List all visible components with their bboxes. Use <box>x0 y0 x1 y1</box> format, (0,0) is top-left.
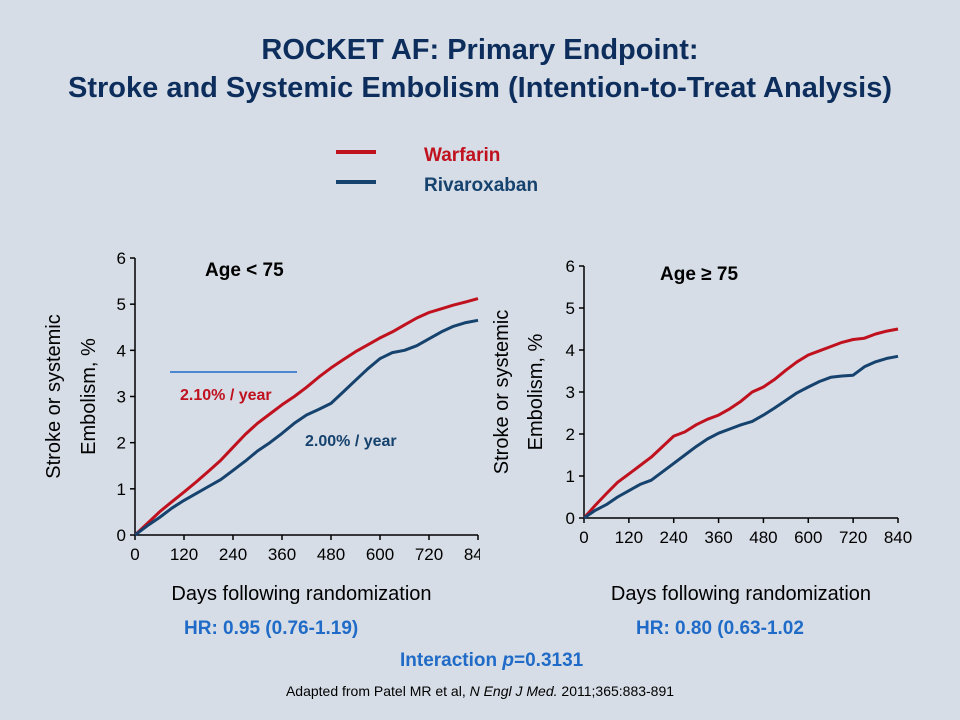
rivaroxaban-rate-label: 2.00% / year <box>305 433 397 450</box>
y-axis-label-line-1: Stroke or systemic <box>43 314 65 478</box>
warfarin-rate-label: 2.10% / year <box>180 387 272 404</box>
y-tick-label: 5 <box>566 299 575 318</box>
y-tick-label: 1 <box>117 480 126 499</box>
y-tick-label: 0 <box>566 509 575 528</box>
x-tick-label: 120 <box>615 528 643 547</box>
x-tick-label: 840 <box>884 528 912 547</box>
x-axis-label: Days following randomization <box>171 583 431 605</box>
interaction-p: Interaction p=0.3131 <box>400 650 583 672</box>
y-tick-label: 2 <box>566 425 575 444</box>
title-line-1: ROCKET AF: Primary Endpoint: <box>261 34 699 66</box>
chart-age-75-plus: 0 1 2 3 4 5 6 0 120 240 360 480 600 720 840 Stroke or s… <box>491 257 912 605</box>
series-line-warfarin <box>582 327 899 519</box>
series-line-rivaroxaban <box>583 354 899 520</box>
chart-subtitle: Age < 75 <box>205 260 284 281</box>
y-tick-label: 6 <box>117 249 126 268</box>
interaction-prefix: Interaction <box>400 650 503 671</box>
x-tick-label: 120 <box>170 545 198 564</box>
x-tick-label: 0 <box>130 545 139 564</box>
x-tick-label: 600 <box>366 545 394 564</box>
x-tick-label: 360 <box>268 545 296 564</box>
footnote: Adapted from Patel MR et al, N Engl J Me… <box>0 683 960 699</box>
x-tick-label: 0 <box>579 528 588 547</box>
footnote-journal: N Engl J Med. <box>469 683 558 699</box>
legend-warfarin-line <box>336 150 376 154</box>
y-tick-label: 6 <box>566 257 575 276</box>
hr-right: HR: 0.80 (0.63-1.02 <box>636 618 804 639</box>
x-tick-label: 720 <box>839 528 867 547</box>
x-tick-label: 360 <box>704 528 732 547</box>
y-axis-label-line-2: Embolism, % <box>78 338 100 455</box>
interaction-value: =0.3131 <box>514 650 584 671</box>
legend-rivaroxaban-label: Rivaroxaban <box>424 175 539 196</box>
y-tick-label: 4 <box>117 341 126 360</box>
y-axis-label-line-2: Embolism, % <box>525 333 547 450</box>
y-axis-label-line-1: Stroke or systemic <box>491 310 513 474</box>
x-tick-label: 720 <box>415 545 443 564</box>
hr-left: HR: 0.95 (0.76-1.19) <box>184 618 359 639</box>
footnote-rest: 2011;365:883-891 <box>557 683 675 699</box>
legend-warfarin-label: Warfarin <box>424 145 501 166</box>
legend-rivaroxaban-line <box>336 180 376 184</box>
x-tick-label: 240 <box>660 528 688 547</box>
y-tick-label: 3 <box>566 383 575 402</box>
x-tick-label: 480 <box>749 528 777 547</box>
series-line-warfarin <box>133 297 479 537</box>
chart-age-under-75: 0 1 2 3 4 5 6 0 120 240 360 480 600 720 840 Stroke or s… <box>43 249 480 605</box>
y-tick-label: 2 <box>117 434 126 453</box>
y-tick-label: 5 <box>117 295 126 314</box>
title-line-2: Stroke and Systemic Embolism (Intention-… <box>68 72 892 104</box>
x-tick-label: 840 <box>464 545 480 564</box>
interaction-p-symbol: p <box>502 650 515 671</box>
y-tick-label: 3 <box>117 388 126 407</box>
footnote-prefix: Adapted from Patel MR et al, <box>285 683 470 699</box>
y-tick-label: 1 <box>566 467 575 486</box>
chart-subtitle: Age ≥ 75 <box>660 264 738 285</box>
x-tick-label: 480 <box>317 545 345 564</box>
x-axis-label: Days following randomization <box>611 583 871 605</box>
x-tick-label: 240 <box>219 545 247 564</box>
y-tick-label: 4 <box>566 341 575 360</box>
y-tick-label: 0 <box>117 526 126 545</box>
x-tick-label: 600 <box>794 528 822 547</box>
series-line-rivaroxaban <box>134 318 479 537</box>
